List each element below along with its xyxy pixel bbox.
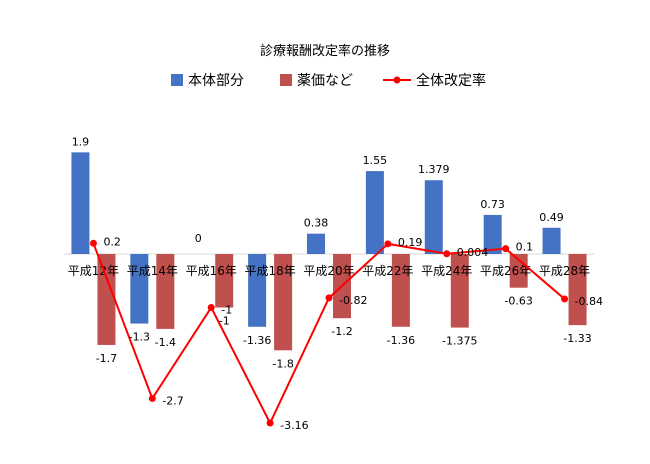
- point-zentai-1: [148, 394, 156, 402]
- bar-yakka-1: [156, 254, 175, 329]
- label-honntai-1: -1.3: [129, 331, 150, 344]
- label-honntai-3: -1.36: [243, 334, 271, 347]
- legend-item-honntai: 本体部分: [171, 73, 244, 89]
- bars-layer: [71, 152, 587, 351]
- legend-marker-zentai: [393, 76, 401, 84]
- bar-honntai-0: [71, 152, 90, 254]
- point-zentai-7: [502, 245, 510, 253]
- label-zentai-6: 0.004: [457, 246, 489, 259]
- point-zentai-3: [266, 419, 274, 427]
- bar-honntai-4: [307, 233, 325, 254]
- bar-yakka-3: [274, 254, 293, 351]
- point-zentai-5: [384, 240, 392, 248]
- label-yakka-2: -1: [219, 315, 230, 328]
- legend-swatch-honntai: [171, 74, 183, 86]
- bar-honntai-5: [365, 171, 384, 254]
- label-zentai-1: -2.7: [162, 394, 183, 407]
- line-layer: [89, 239, 569, 427]
- label-zentai-0: 0.2: [103, 235, 121, 248]
- category-label-4: 平成20年: [303, 264, 354, 278]
- category-label-0: 平成12年: [68, 264, 119, 278]
- point-zentai-6: [443, 250, 451, 258]
- point-zentai-2: [207, 304, 215, 311]
- bar-yakka-0: [97, 254, 116, 345]
- bar-yakka-2: [215, 254, 234, 308]
- point-zentai-4: [325, 294, 333, 302]
- category-label-8: 平成28年: [539, 264, 590, 278]
- label-yakka-0: -1.7: [96, 352, 117, 365]
- label-yakka-8: -1.33: [563, 332, 591, 345]
- category-label-5: 平成22年: [362, 264, 413, 278]
- label-zentai-3: -3.16: [280, 419, 308, 432]
- label-yakka-7: -0.63: [504, 295, 532, 308]
- category-label-3: 平成18年: [244, 264, 295, 278]
- legend-swatch-yakka: [280, 74, 292, 86]
- legend-label-yakka: 薬価など: [297, 73, 353, 89]
- label-honntai-2: 0: [195, 232, 202, 245]
- category-labels-layer: 平成12年 平成14年 平成16年 平成18年 平成20年 平成22年 平成24年 平成26年…: [68, 264, 590, 278]
- category-label-6: 平成24年: [421, 264, 472, 278]
- bar-honntai-1: [130, 254, 149, 324]
- point-zentai-0: [89, 239, 97, 247]
- bar-yakka-8: [568, 254, 587, 326]
- category-label-7: 平成26年: [480, 264, 531, 278]
- legend-item-zentai: 全体改定率: [383, 72, 486, 89]
- bar-honntai-3: [248, 254, 267, 327]
- bar-yakka-5: [391, 254, 410, 327]
- bar-honntai-6: [424, 180, 443, 254]
- label-zentai-4: -0.82: [339, 294, 367, 307]
- legend-label-zentai: 全体改定率: [416, 72, 486, 89]
- point-zentai-8: [561, 295, 569, 303]
- label-yakka-4: -1.2: [331, 325, 352, 338]
- label-zentai-5: 0.19: [398, 236, 423, 249]
- label-yakka-6: -1.375: [442, 335, 477, 348]
- legend-item-yakka: 薬価など: [280, 73, 353, 89]
- bar-yakka-6: [450, 254, 469, 328]
- label-honntai-0: 1.9: [72, 135, 90, 148]
- category-label-1: 平成14年: [127, 264, 178, 278]
- legend: 本体部分 薬価など 全体改定率: [171, 72, 486, 89]
- label-yakka-1: -1.4: [155, 336, 176, 349]
- label-zentai-7: 0.1: [516, 241, 534, 254]
- chart-title: 診療報酬改定率の推移: [260, 43, 390, 59]
- data-labels-layer: 1.9-1.70.2-1.3 -1.4-2.70-1-1-1.36-1.8-3.1…: [72, 135, 603, 432]
- bar-honntai-8: [542, 227, 561, 254]
- label-honntai-6: 1.379: [418, 163, 450, 176]
- label-zentai-8: -0.84: [575, 295, 603, 308]
- label-honntai-8: 0.49: [539, 211, 564, 224]
- legend-label-honntai: 本体部分: [188, 73, 244, 89]
- label-yakka-3: -1.8: [272, 357, 293, 370]
- label-zentai-2: -1: [221, 304, 232, 317]
- label-honntai-4: 0.38: [304, 217, 329, 230]
- label-honntai-7: 0.73: [480, 198, 505, 211]
- bar-honntai-7: [483, 214, 502, 254]
- label-honntai-5: 1.55: [363, 154, 388, 167]
- label-yakka-5: -1.36: [387, 334, 415, 347]
- category-label-2: 平成16年: [186, 264, 237, 278]
